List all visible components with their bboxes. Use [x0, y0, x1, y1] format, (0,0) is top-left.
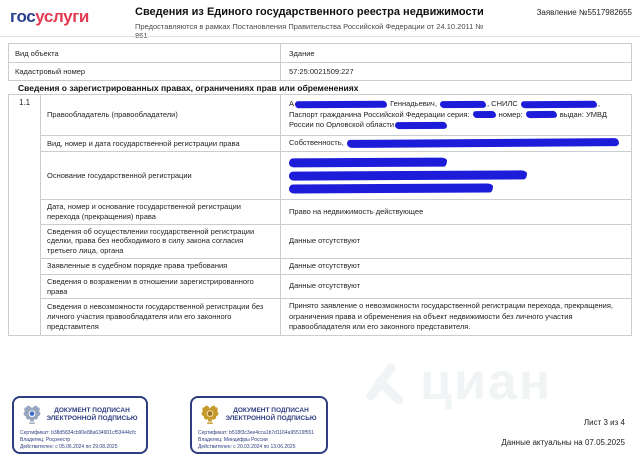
- deal-registration-value: Данные отсутствуют: [289, 235, 361, 245]
- rightholder-value: А Геннадьевич, , СНИЛС , Паспорт граждан…: [281, 95, 631, 135]
- cian-bird-icon: [366, 363, 404, 405]
- registration-basis-label: Основание государственной регистрации: [41, 152, 281, 199]
- header-separator: [0, 36, 640, 37]
- objection-label: Сведения о возражении в отношении зареги…: [41, 274, 281, 299]
- court-claims-label: Заявленные в судебном порядке права треб…: [41, 258, 281, 274]
- table-row: Дата, номер и основание государственной …: [41, 199, 631, 224]
- gosuslugi-logo: госуслуги: [10, 7, 89, 27]
- rightholder-text: А: [289, 99, 295, 109]
- signature-stamp-mintsifry: ДОКУМЕНТ ПОДПИСАН ЭЛЕКТРОННОЙ ПОДПИСЬЮ С…: [190, 396, 328, 454]
- right-type-value: Собственность,: [281, 136, 631, 151]
- table-row: Правообладатель (правообладатели) А Генн…: [41, 95, 631, 135]
- redaction-mark: [394, 121, 448, 129]
- redaction-mark: [439, 100, 487, 108]
- document-title: Сведения из Единого государственного рее…: [135, 6, 484, 18]
- cian-watermark-text: циан: [420, 353, 553, 411]
- signature-stamp-rosreestr: ДОКУМЕНТ ПОДПИСАН ЭЛЕКТРОННОЙ ПОДПИСЬЮ С…: [12, 396, 148, 454]
- stamp-title: ДОКУМЕНТ ПОДПИСАН ЭЛЕКТРОННОЙ ПОДПИСЬЮ: [225, 406, 317, 422]
- stamp-owner: Владелец: Минцифры России: [198, 437, 268, 443]
- rights-table: 1.1 Правообладатель (правообладатели) А …: [8, 94, 632, 336]
- data-actual-date: Данные актуальны на 07.05.2025: [501, 438, 625, 447]
- stamp-certificate: Сертификат: b38d5834cb90e88a634901cf5344…: [20, 430, 137, 436]
- stamp-details: Сертификат: b518f3c3ee4cca1b7d1164a95519…: [198, 430, 320, 451]
- document-subtitle: Предоставляются в рамках Постановления П…: [135, 21, 484, 40]
- stamp-owner: Владелец: Росреестр: [20, 437, 71, 443]
- rightholder-text: , Паспорт гражданина Российской Федераци…: [289, 99, 600, 119]
- redaction-mark: [288, 170, 528, 181]
- deal-registration-label: Сведения об осуществлении государственно…: [41, 224, 281, 258]
- court-claims-value: Данные отсутствуют: [289, 261, 361, 270]
- no-personal-participation-label: Сведения о невозможности государственной…: [41, 299, 281, 335]
- stamp-certificate: Сертификат: b518f3c3ee4cca1b7d1164a95519…: [198, 430, 315, 436]
- stamp-validity: Действителен: с 20.03.2024 по 13.06.2025: [198, 444, 296, 450]
- redaction-mark: [472, 111, 496, 119]
- cadastral-number-label: Кадастровый номер: [9, 63, 281, 80]
- table-row: Основание государственной регистрации: [41, 151, 631, 199]
- table-row: Сведения об осуществлении государственно…: [41, 223, 631, 258]
- redaction-mark: [525, 111, 557, 119]
- stamp-header: ДОКУМЕНТ ПОДПИСАН ЭЛЕКТРОННОЙ ПОДПИСЬЮ: [198, 403, 320, 427]
- table-row: Кадастровый номер 57:25:0021509:227: [9, 62, 631, 80]
- item-number: 1.1: [9, 95, 41, 335]
- redaction-mark: [288, 157, 448, 168]
- stamp-details: Сертификат: b38d5834cb90e88a634901cf5344…: [20, 430, 140, 451]
- object-type-label: Вид объекта: [9, 44, 281, 62]
- rightholder-text: номер:: [496, 109, 525, 119]
- no-personal-participation-value: Принято заявление о невозможности госуда…: [289, 301, 614, 332]
- ownership-text: Собственность,: [289, 138, 346, 148]
- table-row: Сведения о возражении в отношении зареги…: [41, 273, 631, 299]
- objection-value: Данные отсутствуют: [289, 281, 361, 291]
- stamp-header: ДОКУМЕНТ ПОДПИСАН ЭЛЕКТРОННОЙ ПОДПИСЬЮ: [20, 403, 140, 427]
- header-center: Сведения из Единого государственного рее…: [135, 6, 495, 40]
- registration-basis-value: [281, 152, 631, 199]
- rightholder-text: , СНИЛС: [487, 99, 520, 109]
- rosreestr-eagle-icon: [23, 405, 41, 424]
- rightholder-label: Правообладатель (правообладатели): [41, 95, 281, 135]
- stamp-validity: Действителен: с 05.06.2024 по 29.08.2025: [20, 444, 118, 450]
- right-type-label: Вид, номер и дата государственной регист…: [41, 136, 281, 151]
- redaction-mark: [288, 183, 494, 194]
- rightholder-text: Геннадьевич,: [388, 99, 439, 109]
- object-info-table: Вид объекта Здание Кадастровый номер 57:…: [8, 43, 632, 81]
- rightholder-text: выдан: УМВД России по Орловской области: [289, 109, 607, 130]
- redaction-mark: [346, 138, 619, 149]
- redaction-mark: [294, 100, 388, 109]
- table-row: Вид объекта Здание: [9, 44, 631, 62]
- gosuslugi-logo-part1: гос: [10, 7, 36, 26]
- cadastral-number-value: 57:25:0021509:227: [289, 67, 354, 76]
- transfer-registration-label: Дата, номер и основание государственной …: [41, 200, 281, 224]
- redaction-mark: [520, 100, 597, 109]
- golden-eagle-icon: [201, 405, 219, 424]
- gosuslugi-logo-part2: услуги: [35, 7, 89, 26]
- transfer-registration-value: Право на недвижимость действующее: [289, 206, 424, 216]
- object-type-value: Здание: [289, 48, 315, 58]
- table-row: Сведения о невозможности государственной…: [41, 298, 631, 335]
- rights-section-title: Сведения о зарегистрированных правах, ог…: [18, 83, 359, 93]
- table-row: Вид, номер и дата государственной регист…: [41, 135, 631, 151]
- application-number: Заявление №5517982655: [536, 8, 632, 17]
- stamp-title: ДОКУМЕНТ ПОДПИСАН ЭЛЕКТРОННОЙ ПОДПИСЬЮ: [46, 406, 138, 422]
- table-row: Заявленные в судебном порядке права треб…: [41, 257, 631, 274]
- rights-table-rows: Правообладатель (правообладатели) А Генн…: [41, 95, 631, 335]
- page-number: Лист 3 из 4: [583, 418, 625, 427]
- cian-watermark: циан: [362, 352, 552, 412]
